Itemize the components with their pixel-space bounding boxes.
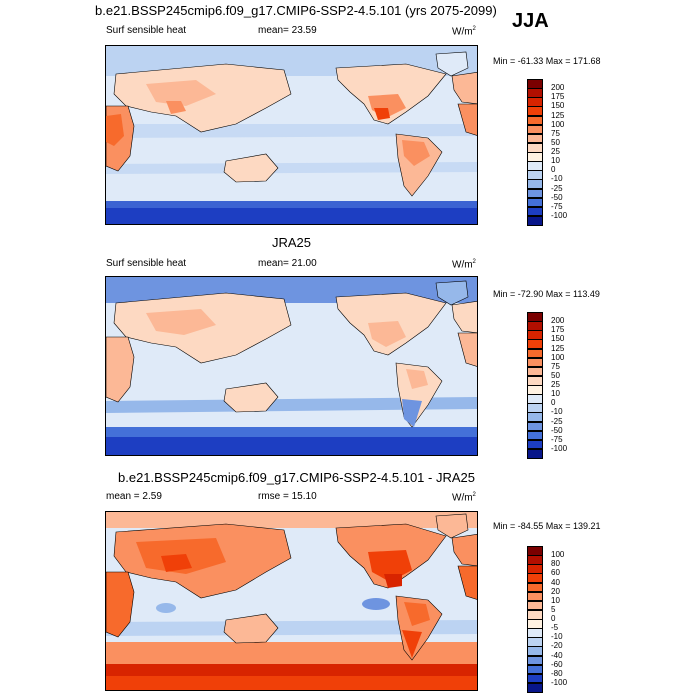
colorbar-box	[527, 682, 543, 693]
colorbar-label: -100	[551, 677, 568, 687]
panel3-colorbar: 100 80 60 40 20 10 5 0 -5 -10 -20 -40 -60 -80 -100	[527, 546, 567, 693]
panel2-mean: mean= 21.00	[258, 258, 317, 269]
colorbar-label: -25	[551, 183, 563, 193]
colorbar-label: -20	[551, 641, 563, 651]
colorbar-label: -50	[551, 425, 563, 435]
colorbar-label: 75	[551, 128, 560, 138]
colorbar-label: -75	[551, 434, 563, 444]
colorbar-label: 80	[551, 559, 560, 569]
colorbar-label: -50	[551, 192, 563, 202]
colorbar-label: 100	[551, 550, 565, 560]
panel2-units: W/m2	[452, 259, 476, 271]
colorbar-label: -100	[551, 210, 568, 220]
colorbar-label: 60	[551, 568, 560, 578]
panel3-rmse: rmse = 15.10	[258, 491, 317, 502]
panel2-colorbar: 200 175 150 125 100 75 50 25 10 0 -10 -25 -50 -75 -100	[527, 312, 567, 459]
colorbar-label: -5	[551, 623, 559, 633]
panel2-map	[105, 276, 478, 456]
colorbar-label: -60	[551, 659, 563, 669]
colorbar-label: -80	[551, 668, 563, 678]
colorbar-label: 100	[551, 352, 565, 362]
colorbar-label: 20	[551, 586, 560, 596]
colorbar-label: 0	[551, 614, 556, 623]
panel1-units: W/m2	[452, 26, 476, 38]
colorbar-label: 50	[551, 137, 560, 147]
panel1-mean: mean= 23.59	[258, 25, 317, 36]
colorbar-label: 200	[551, 83, 565, 93]
panel1-minmax: Min = -61.33 Max = 171.68	[493, 56, 601, 66]
colorbar-label: 40	[551, 577, 560, 587]
colorbar-label: 150	[551, 101, 565, 111]
colorbar-label: 25	[551, 147, 560, 156]
colorbar-label: -10	[551, 407, 563, 417]
colorbar-label: -75	[551, 201, 563, 211]
panel3-mean: mean = 2.59	[106, 491, 162, 502]
colorbar-label: 150	[551, 334, 565, 344]
colorbar-label: 0	[551, 398, 556, 408]
colorbar-label: -40	[551, 650, 563, 660]
colorbar-label: 200	[551, 316, 565, 326]
panel2-title: JRA25	[272, 235, 312, 250]
colorbar-box	[527, 448, 543, 459]
colorbar-label: 25	[551, 380, 560, 389]
colorbar-label: 125	[551, 110, 565, 120]
panel1-map	[105, 45, 478, 225]
panel2-minmax: Min = -72.90 Max = 113.49	[493, 289, 600, 299]
panel1-colorbar: 200 175 150 125 100 75 50 25 10 0 -10 -25 -50 -75 -100	[527, 79, 567, 226]
panel1-title: b.e21.BSSP245cmip6.f09_g17.CMIP6-SSP2-4.…	[95, 3, 497, 18]
colorbar-box	[527, 215, 543, 226]
colorbar-label: 10	[551, 595, 560, 605]
colorbar-label: 100	[551, 119, 565, 129]
colorbar-label: 10	[551, 389, 560, 399]
panel3-units: W/m2	[452, 492, 476, 504]
panel3-title: b.e21.BSSP245cmip6.f09_g17.CMIP6-SSP2-4.…	[118, 470, 475, 485]
colorbar-label: 50	[551, 370, 560, 380]
colorbar-label: 175	[551, 325, 565, 335]
colorbar-label: 125	[551, 343, 565, 353]
colorbar-label: 175	[551, 92, 565, 102]
panel2-variable: Surf sensible heat	[106, 258, 187, 269]
colorbar-label: -100	[551, 443, 568, 453]
colorbar-label: -10	[551, 632, 563, 642]
colorbar-label: 10	[551, 156, 560, 166]
colorbar-label: 0	[551, 165, 556, 175]
panel1-variable: Surf sensible heat	[106, 25, 187, 36]
panel3-minmax: Min = -84.55 Max = 139.21	[493, 521, 601, 531]
colorbar-label: -25	[551, 416, 563, 426]
colorbar-label: 5	[551, 604, 556, 614]
colorbar-label: 75	[551, 361, 560, 371]
panel3-map	[105, 511, 478, 691]
season-label: JJA	[512, 10, 549, 32]
colorbar-label: -10	[551, 174, 563, 184]
